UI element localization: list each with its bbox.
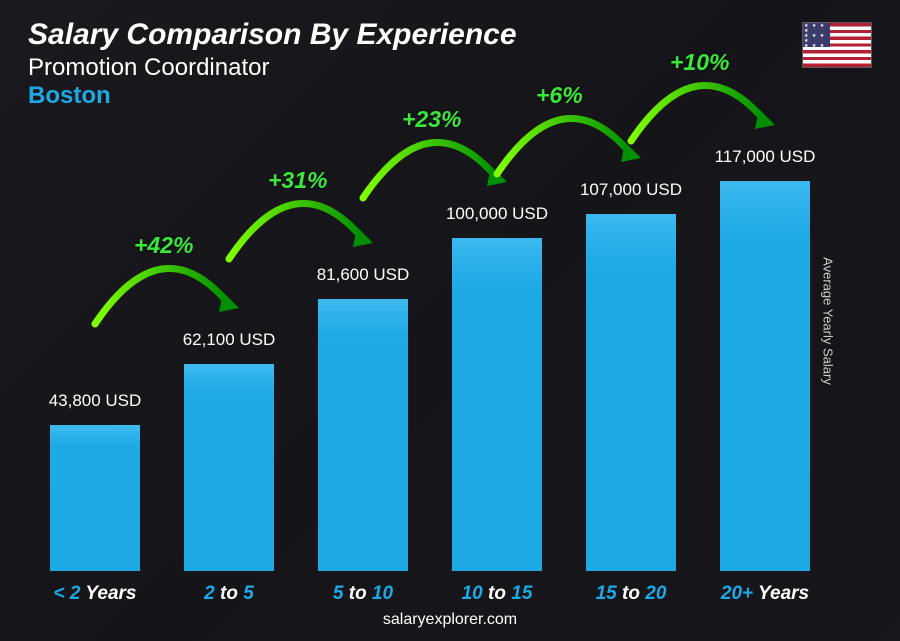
bars-area: 43,800 USD< 2 Years62,100 USD2 to 581,60… — [40, 150, 840, 571]
x-axis-label: 2 to 5 — [174, 583, 284, 605]
x-axis-label: 5 to 10 — [308, 583, 418, 605]
x-axis-label: 15 to 20 — [576, 583, 686, 605]
bar — [50, 425, 140, 571]
us-flag-icon: ★ ★ ★ ★★ ★ ★ ★★ ★ ★ ★★ ★ ★ ★ — [802, 22, 872, 68]
increase-percent-label: +6% — [536, 82, 583, 109]
bar — [452, 238, 542, 571]
x-axis-label: < 2 Years — [40, 583, 150, 605]
increase-percent-label: +10% — [670, 49, 729, 76]
chart-container: Salary Comparison By Experience Promotio… — [0, 0, 900, 641]
chart-subtitle: Promotion Coordinator — [28, 54, 517, 82]
footer-attribution: salaryexplorer.com — [0, 611, 900, 629]
chart-title: Salary Comparison By Experience — [28, 18, 517, 52]
increase-percent-label: +31% — [268, 167, 327, 194]
bar — [184, 364, 274, 571]
x-axis-label: 20+ Years — [710, 583, 820, 605]
bar — [586, 214, 676, 571]
x-axis-label: 10 to 15 — [442, 583, 552, 605]
increase-percent-label: +42% — [134, 232, 193, 259]
bar-value-label: 43,800 USD — [25, 391, 165, 411]
increase-percent-label: +23% — [402, 106, 461, 133]
bar — [720, 181, 810, 571]
bar — [318, 299, 408, 571]
